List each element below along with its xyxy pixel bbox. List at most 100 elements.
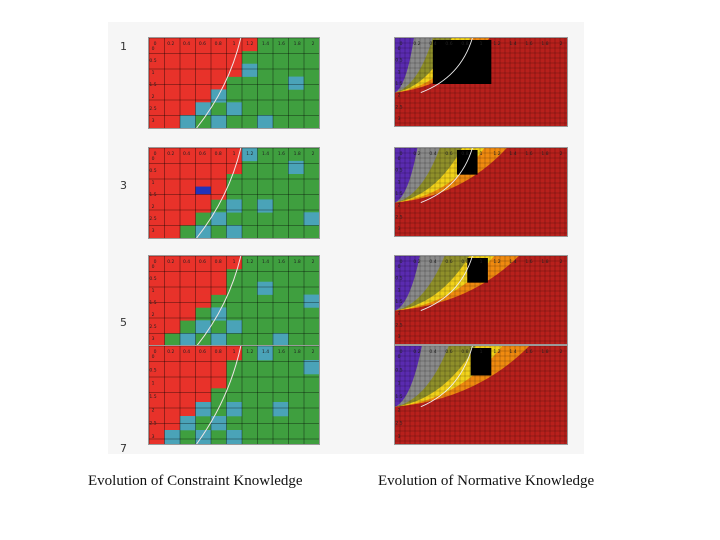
y-tick-label: 1 xyxy=(152,180,155,186)
normative-plot-5: 0 0.2 0.4 0.6 0.8 1 1.2 1.4 1.6 1.8 2 0 0.5 1 1.5 2 2.5 3 xyxy=(394,255,568,345)
x-tick-label: 0.8 xyxy=(215,151,222,157)
grid-cell xyxy=(226,320,243,334)
x-tick-label: 0.4 xyxy=(183,151,190,157)
grid-cell xyxy=(195,346,212,361)
x-tick-label: 1.2 xyxy=(493,151,500,157)
y-tick-label: 2.5 xyxy=(149,421,156,427)
x-tick-label: 1.2 xyxy=(246,151,253,157)
x-tick-label: 0.4 xyxy=(183,259,190,265)
x-tick-label: 1.8 xyxy=(541,151,548,157)
grid-cell xyxy=(179,102,196,116)
black-region xyxy=(470,348,492,376)
x-tick-label: 1 xyxy=(480,151,483,157)
y-tick-label: 0 xyxy=(152,156,155,162)
y-tick-label: 3 xyxy=(398,334,401,340)
x-tick-label: 0.2 xyxy=(167,259,174,265)
normative-band xyxy=(395,148,418,203)
x-tick-label: 1.4 xyxy=(509,41,516,47)
grid-cell xyxy=(195,102,212,116)
grid-cell xyxy=(288,160,304,175)
grid-cell xyxy=(164,416,181,431)
grid-cell xyxy=(195,402,212,417)
y-tick-label: 3 xyxy=(152,118,155,124)
x-tick-label: 1.8 xyxy=(541,259,548,265)
x-tick-label: 1 xyxy=(233,151,236,157)
x-tick-label: 0.8 xyxy=(215,259,222,265)
grid-cell xyxy=(303,212,319,226)
x-tick-label: 2 xyxy=(312,349,315,355)
y-tick-label: 2.5 xyxy=(395,104,402,110)
grid-cell xyxy=(149,388,165,403)
grid-cell xyxy=(195,294,212,308)
y-tick-label: 0 xyxy=(152,264,155,270)
grid-cell xyxy=(179,360,196,375)
x-tick-label: 2 xyxy=(312,41,315,47)
y-tick-label: 1.5 xyxy=(149,394,156,400)
boundary-curve xyxy=(420,256,473,311)
x-tick-label: 0 xyxy=(154,151,157,157)
grid-cell xyxy=(303,360,319,375)
y-tick-label: 3 xyxy=(398,226,401,232)
grid-cell xyxy=(164,294,181,308)
grid-cell xyxy=(241,63,258,77)
grid-cell xyxy=(149,268,165,283)
x-tick-label: 1 xyxy=(480,259,483,265)
x-tick-label: 0.6 xyxy=(199,151,206,157)
constraint-plot-1: 0 0.2 0.4 0.6 0.8 1 1.2 1.4 1.6 1.8 2 0 0.5 1 1.5 2 2.5 3 xyxy=(148,37,320,129)
grid-cell xyxy=(164,89,181,103)
grid-cell xyxy=(164,186,181,200)
grid-lines xyxy=(149,346,319,444)
grid-cell xyxy=(179,76,196,90)
grid-cell xyxy=(210,148,227,162)
normative-band xyxy=(395,38,414,93)
grid-cell xyxy=(195,76,212,90)
grid-cell xyxy=(149,360,165,375)
grid-cell xyxy=(149,173,165,187)
grid-cell xyxy=(210,346,227,361)
grid-cell xyxy=(179,160,196,175)
x-tick-label: 1.6 xyxy=(278,349,285,355)
tick-labels: 0 0.2 0.4 0.6 0.8 1 1.2 1.4 1.6 1.8 2 0 0.5 1 1.5 2 2.5 3 xyxy=(395,41,562,122)
x-tick-label: 1.4 xyxy=(509,349,516,355)
black-region xyxy=(432,40,492,84)
grid-cell xyxy=(210,186,227,200)
x-tick-label: 0.6 xyxy=(445,151,452,157)
grid-cell xyxy=(210,160,227,175)
grid-cell xyxy=(272,333,289,346)
grid-cell xyxy=(210,256,227,270)
caption-normative-knowledge: Evolution of Normative Knowledge xyxy=(378,473,595,489)
grid-cell xyxy=(179,199,196,213)
grid-cell xyxy=(164,102,181,116)
x-tick-label: 0.8 xyxy=(215,41,222,47)
grid-lines xyxy=(395,256,567,344)
grid-cell xyxy=(257,346,273,361)
grid-cell xyxy=(164,360,181,375)
tick-labels: 0 0.2 0.4 0.6 0.8 1 1.2 1.4 1.6 1.8 2 0 0.5 1 1.5 2 2.5 3 xyxy=(395,259,562,340)
grid-cell xyxy=(210,374,227,389)
row-number-1: 1 xyxy=(120,40,127,53)
x-tick-label: 2 xyxy=(560,151,563,157)
y-tick-label: 0.5 xyxy=(395,168,402,174)
x-tick-label: 1.8 xyxy=(541,41,548,47)
grid-cell xyxy=(179,173,196,187)
grid-cell xyxy=(210,115,227,128)
grid-cell xyxy=(179,256,196,270)
constraint-plot-3: 0 0.2 0.4 0.6 0.8 1 1.2 1.4 1.6 1.8 2 0 0.5 1 1.5 2 2.5 3 xyxy=(148,147,320,239)
grid-lines xyxy=(149,256,319,346)
y-tick-label: 1 xyxy=(398,179,401,185)
grid-cell xyxy=(195,320,212,334)
y-tick-label: 2.5 xyxy=(149,216,156,222)
y-tick-label: 1 xyxy=(398,381,401,387)
grid-cell xyxy=(164,50,181,65)
y-tick-label: 1 xyxy=(398,287,401,293)
y-tick-label: 2.5 xyxy=(149,324,156,330)
grid-cell xyxy=(164,402,181,417)
grid-cell xyxy=(164,307,181,321)
grid-cell xyxy=(226,63,243,77)
grid-cell xyxy=(195,50,212,65)
grid-cell xyxy=(288,76,304,90)
grid-cell xyxy=(149,102,165,116)
grid-cell xyxy=(164,63,181,77)
y-tick-label: 0.5 xyxy=(395,276,402,282)
grid-cell xyxy=(149,374,165,389)
